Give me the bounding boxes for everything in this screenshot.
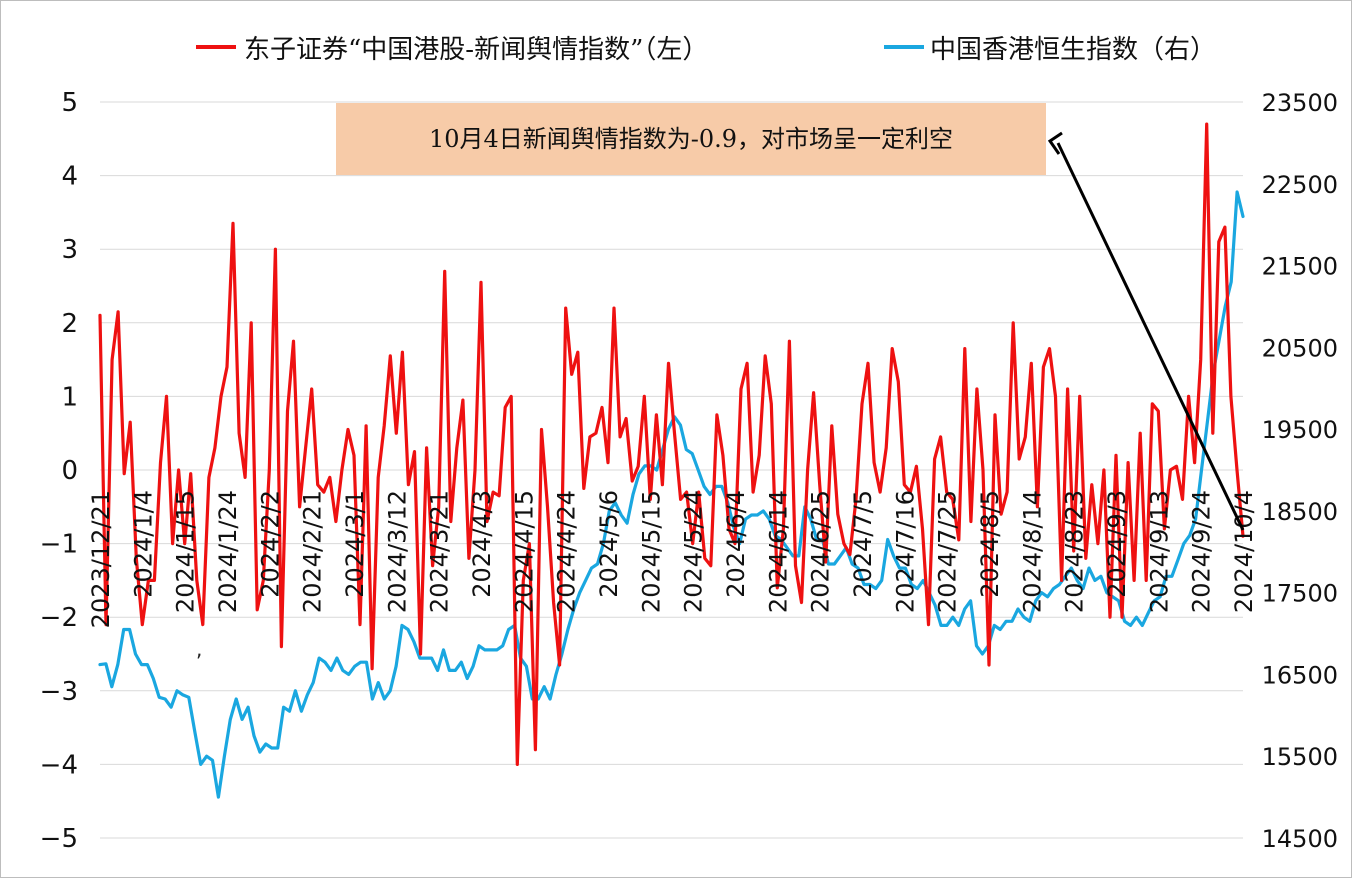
right-tick-label: 19500 bbox=[1262, 416, 1338, 444]
annotation-box bbox=[336, 103, 1046, 175]
x-tick-label: 2024/7/25 bbox=[934, 490, 962, 613]
annotation-arrow-head bbox=[1047, 131, 1063, 155]
hsi-series bbox=[98, 190, 1245, 799]
right-axis: 23500 22500 21500 20500 19500 18500 17500 16500… bbox=[1262, 89, 1338, 853]
left-tick-label: 0 bbox=[61, 456, 78, 486]
hsi-line bbox=[98, 190, 1245, 799]
left-tick-label: 5 bbox=[61, 88, 78, 118]
annotation-text: 10月4日新闻舆情指数为-0.9，对市场呈一定利空 bbox=[429, 125, 953, 153]
legend: 东子证券“中国港股-新闻舆情指数”（左） 中国香港恒生指数（右） bbox=[196, 35, 1216, 65]
x-tick-label: 2023/12/21 bbox=[87, 490, 115, 628]
x-tick-label: 2024/8/5 bbox=[976, 490, 1004, 598]
left-tick-label: −3 bbox=[40, 677, 78, 707]
left-tick-label: 1 bbox=[61, 382, 78, 412]
legend-label-sentiment: 东子证券“中国港股-新闻舆情指数”（左） bbox=[244, 35, 708, 65]
annotation-arrow-line bbox=[1056, 142, 1245, 531]
right-tick-label: 21500 bbox=[1262, 253, 1338, 281]
right-tick-label: 14500 bbox=[1262, 825, 1338, 853]
x-tick-label: 2024/5/24 bbox=[680, 490, 708, 613]
x-tick-label: 2024/8/14 bbox=[1018, 490, 1046, 613]
right-tick-label: 15500 bbox=[1262, 743, 1338, 771]
left-tick-label: −5 bbox=[40, 824, 78, 854]
x-tick-label: 2024/4/3 bbox=[468, 490, 496, 598]
x-tick-label: 2024/5/15 bbox=[637, 490, 665, 613]
sentiment-series bbox=[98, 122, 1245, 767]
right-tick-label: 17500 bbox=[1262, 580, 1338, 608]
x-tick-label: 2024/9/24 bbox=[1188, 490, 1216, 613]
x-tick-label: 2024/9/13 bbox=[1145, 490, 1173, 613]
x-tick-label: 2024/1/24 bbox=[214, 490, 242, 613]
x-tick-label: 2024/6/4 bbox=[722, 490, 750, 598]
x-tick-label: 2024/1/15 bbox=[172, 490, 200, 613]
left-tick-label: 4 bbox=[61, 162, 78, 192]
left-tick-label: −4 bbox=[40, 750, 78, 780]
left-axis: 5 4 3 2 1 0 −1 −2 −3 −4 −5 bbox=[40, 88, 78, 854]
x-tick-label: 2024/3/21 bbox=[426, 490, 454, 613]
left-tick-label: −2 bbox=[40, 603, 78, 633]
x-axis: 2023/12/21 2024/1/4 2024/1/15 2024/1/24 2024… bbox=[87, 490, 1258, 628]
x-tick-label: 2024/8/23 bbox=[1061, 490, 1089, 613]
x-tick-label: 2024/7/5 bbox=[849, 490, 877, 598]
right-tick-label: 16500 bbox=[1262, 661, 1338, 689]
legend-label-hsi: 中国香港恒生指数（右） bbox=[930, 35, 1216, 65]
annotation: 10月4日新闻舆情指数为-0.9，对市场呈一定利空 bbox=[336, 103, 1245, 531]
x-tick-label: 2024/7/16 bbox=[891, 490, 919, 613]
x-tick-label: 2024/4/24 bbox=[553, 490, 581, 613]
stray-mark: , bbox=[196, 637, 202, 661]
x-tick-label: 2024/3/1 bbox=[341, 490, 369, 598]
x-tick-label: 2024/1/4 bbox=[129, 490, 157, 598]
right-tick-label: 22500 bbox=[1262, 171, 1338, 199]
grid bbox=[100, 101, 1243, 839]
x-tick-label: 2024/2/2 bbox=[256, 490, 284, 598]
left-tick-label: 2 bbox=[61, 309, 78, 339]
x-tick-label: 2024/5/6 bbox=[595, 490, 623, 598]
left-tick-label: 3 bbox=[61, 235, 78, 265]
right-tick-label: 23500 bbox=[1262, 89, 1338, 117]
x-tick-label: 2024/2/21 bbox=[299, 490, 327, 613]
x-tick-label: 2024/4/15 bbox=[510, 490, 538, 613]
x-tick-label: 2024/6/25 bbox=[807, 490, 835, 613]
sentiment-line bbox=[98, 122, 1245, 767]
x-tick-label: 2024/3/12 bbox=[383, 490, 411, 613]
x-tick-label: 2024/6/14 bbox=[764, 490, 792, 613]
x-tick-label: 2024/9/3 bbox=[1103, 490, 1131, 598]
right-tick-label: 18500 bbox=[1262, 498, 1338, 526]
left-tick-label: −1 bbox=[40, 530, 78, 560]
right-tick-label: 20500 bbox=[1262, 334, 1338, 362]
